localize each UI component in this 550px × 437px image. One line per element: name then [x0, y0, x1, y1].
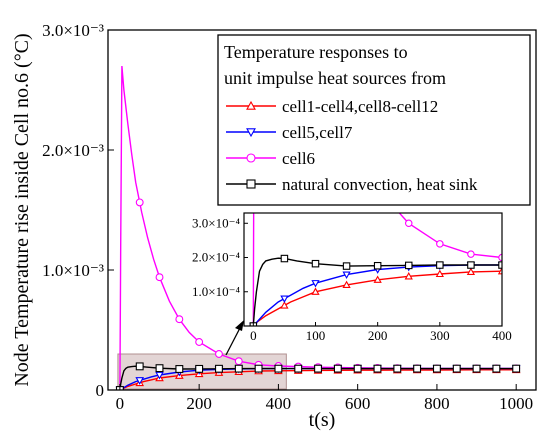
main-series-3-point-6	[234, 364, 243, 373]
inset-series-3-point-3	[342, 262, 351, 270]
main-series-1-point-1	[135, 377, 145, 385]
inset-series-0-point-5	[404, 272, 413, 280]
main-x-tick-label-4: 800	[424, 394, 450, 413]
main-y-tick-label-2: 2.0×10⁻³	[42, 141, 104, 160]
inset-plot-frame	[243, 212, 503, 327]
main-series-3-point-7	[254, 364, 263, 373]
x-axis-label: t(s)	[309, 409, 336, 431]
legend-marker-1	[246, 128, 256, 138]
main-series-1-point-2	[155, 371, 164, 380]
main-series-3	[115, 362, 521, 390]
inset-y-tick-label-0: 1.0×10⁻⁴	[192, 284, 240, 299]
main-x-tick-label-2: 400	[266, 394, 292, 413]
inset-series-1-point-3	[342, 271, 351, 279]
inset-x-tick-label-1: 100	[306, 328, 326, 343]
main-series-2-point-2	[155, 273, 164, 282]
legend-label-1: cell5,cell7	[282, 123, 353, 142]
inset-series-0-point-1	[280, 301, 289, 309]
inset-series-2-point-2	[312, 1, 318, 7]
main-series-3-point-20	[512, 364, 521, 373]
main-series-3-point-16	[432, 364, 441, 373]
inset-x-tick-label-0: 0	[250, 328, 257, 343]
main-series-2-point-4	[195, 338, 204, 346]
main-series-3-point-18	[472, 364, 481, 373]
main-y-ticks: 0 1.0×10⁻³ 2.0×10⁻³ 3.0×10⁻³	[42, 21, 114, 400]
main-series-3-point-17	[452, 364, 461, 373]
main-series-2-point-3	[175, 315, 184, 324]
inset-y-ticks: 1.0×10⁻⁴ 2.0×10⁻⁴ 3.0×10⁻⁴	[192, 215, 248, 299]
legend-title-line-1: Temperature responses to	[224, 42, 408, 62]
inset-series-2-point-6	[436, 240, 444, 248]
main-x-tick-label-0: 0	[116, 394, 125, 413]
main-series-group	[115, 65, 521, 390]
inset-series-0	[250, 266, 502, 326]
inset-y-tick-label-2: 3.0×10⁻⁴	[192, 215, 240, 230]
main-x-tick-label-5: 1000	[499, 394, 533, 413]
zoom-arrow	[225, 325, 242, 356]
main-series-3-point-10	[314, 364, 322, 373]
main-series-3-point-14	[393, 364, 402, 373]
inset-x-tick-label-3: 300	[430, 328, 450, 343]
main-y-tick-label-0: 0	[96, 381, 105, 400]
inset-series-3-point-7	[467, 261, 475, 269]
inset-series-2-point-7	[467, 250, 475, 258]
legend-title-line-2: unit impulse heat sources from	[224, 68, 446, 88]
main-series-2-point-5	[215, 350, 223, 358]
main-series-3-point-3	[175, 365, 184, 373]
inset-series-0-point-8	[497, 266, 502, 275]
legend: Temperature responses to unit impulse he…	[217, 34, 531, 206]
legend-items: cell1-cell4,cell8-cell12 cell5,cell7 cell6…	[226, 97, 478, 194]
inset-series-0-point-2	[311, 287, 320, 295]
inset-series-0-point-6	[435, 269, 444, 278]
legend-frame	[217, 34, 531, 206]
inset-series-2-point-5	[404, 219, 413, 228]
legend-label-0: cell1-cell4,cell8-cell12	[282, 97, 438, 116]
inset-series-0-point-7	[466, 267, 476, 276]
main-series-3-point-5	[215, 364, 223, 373]
main-series-3-point-13	[373, 364, 382, 373]
inset-x-tick-label-4: 400	[492, 328, 512, 343]
inset-series-1-point-2	[311, 280, 320, 288]
inset-y-tick-label-1: 2.0×10⁻⁴	[192, 250, 240, 265]
main-series-3-point-15	[413, 364, 422, 373]
inset-series-3-point-5	[404, 261, 413, 270]
inset-series-1-point-1	[280, 295, 289, 303]
zoom-arrow-head	[235, 320, 244, 331]
main-series-3-point-2	[155, 364, 164, 373]
inset-series-3-point-4	[373, 261, 382, 270]
inset-series-3-point-6	[436, 261, 444, 269]
inset-x-tick-label-2: 200	[368, 328, 388, 343]
inset-x-ticks: 0 100 200 300 400	[250, 322, 512, 343]
main-x-tick-label-1: 200	[186, 394, 212, 413]
legend-marker-2	[246, 153, 256, 163]
main-series-3-point-1	[135, 362, 144, 371]
main-series-3-point-19	[492, 364, 501, 373]
inset-plot: 0 100 200 300 400 1.0×10⁻⁴ 2.0×10⁻⁴ 3.0×10⁻⁴	[192, 1, 512, 343]
inset-series-3-point-2	[311, 259, 320, 268]
legend-label-3: natural convection, heat sink	[282, 175, 478, 194]
main-y-tick-label-3: 3.0×10⁻³	[42, 21, 104, 40]
inset-series-0-point-3	[342, 280, 351, 289]
main-series-3-point-12	[353, 364, 362, 373]
main-series-3-point-4	[195, 364, 204, 373]
y-axis-label: Node Temperature rise inside Cell no.6 (…	[11, 33, 33, 386]
legend-label-2: cell6	[282, 149, 315, 168]
main-plot-frame	[107, 29, 537, 391]
main-y-tick-label-1: 1.0×10⁻³	[42, 261, 104, 280]
main-series-3-point-9	[294, 364, 303, 373]
main-x-ticks: 0 200 400 600 800 1000	[116, 384, 533, 413]
inset-background	[244, 213, 502, 326]
main-series-3-point-11	[333, 364, 342, 373]
main-x-tick-label-3: 600	[345, 394, 371, 413]
legend-marker-0	[246, 100, 256, 110]
inset-series-0-point-4	[373, 275, 382, 283]
main-series-2-point-6	[234, 357, 243, 366]
legend-marker-3	[246, 179, 256, 189]
main-series-3-point-8	[274, 364, 283, 373]
inset-series-3-point-1	[280, 254, 289, 263]
main-series-2-point-1	[135, 198, 144, 207]
main-plot: 0 200 400 600 800 1000 01.0×10⁻³2.0×10⁻³3.0×1…	[11, 21, 537, 431]
